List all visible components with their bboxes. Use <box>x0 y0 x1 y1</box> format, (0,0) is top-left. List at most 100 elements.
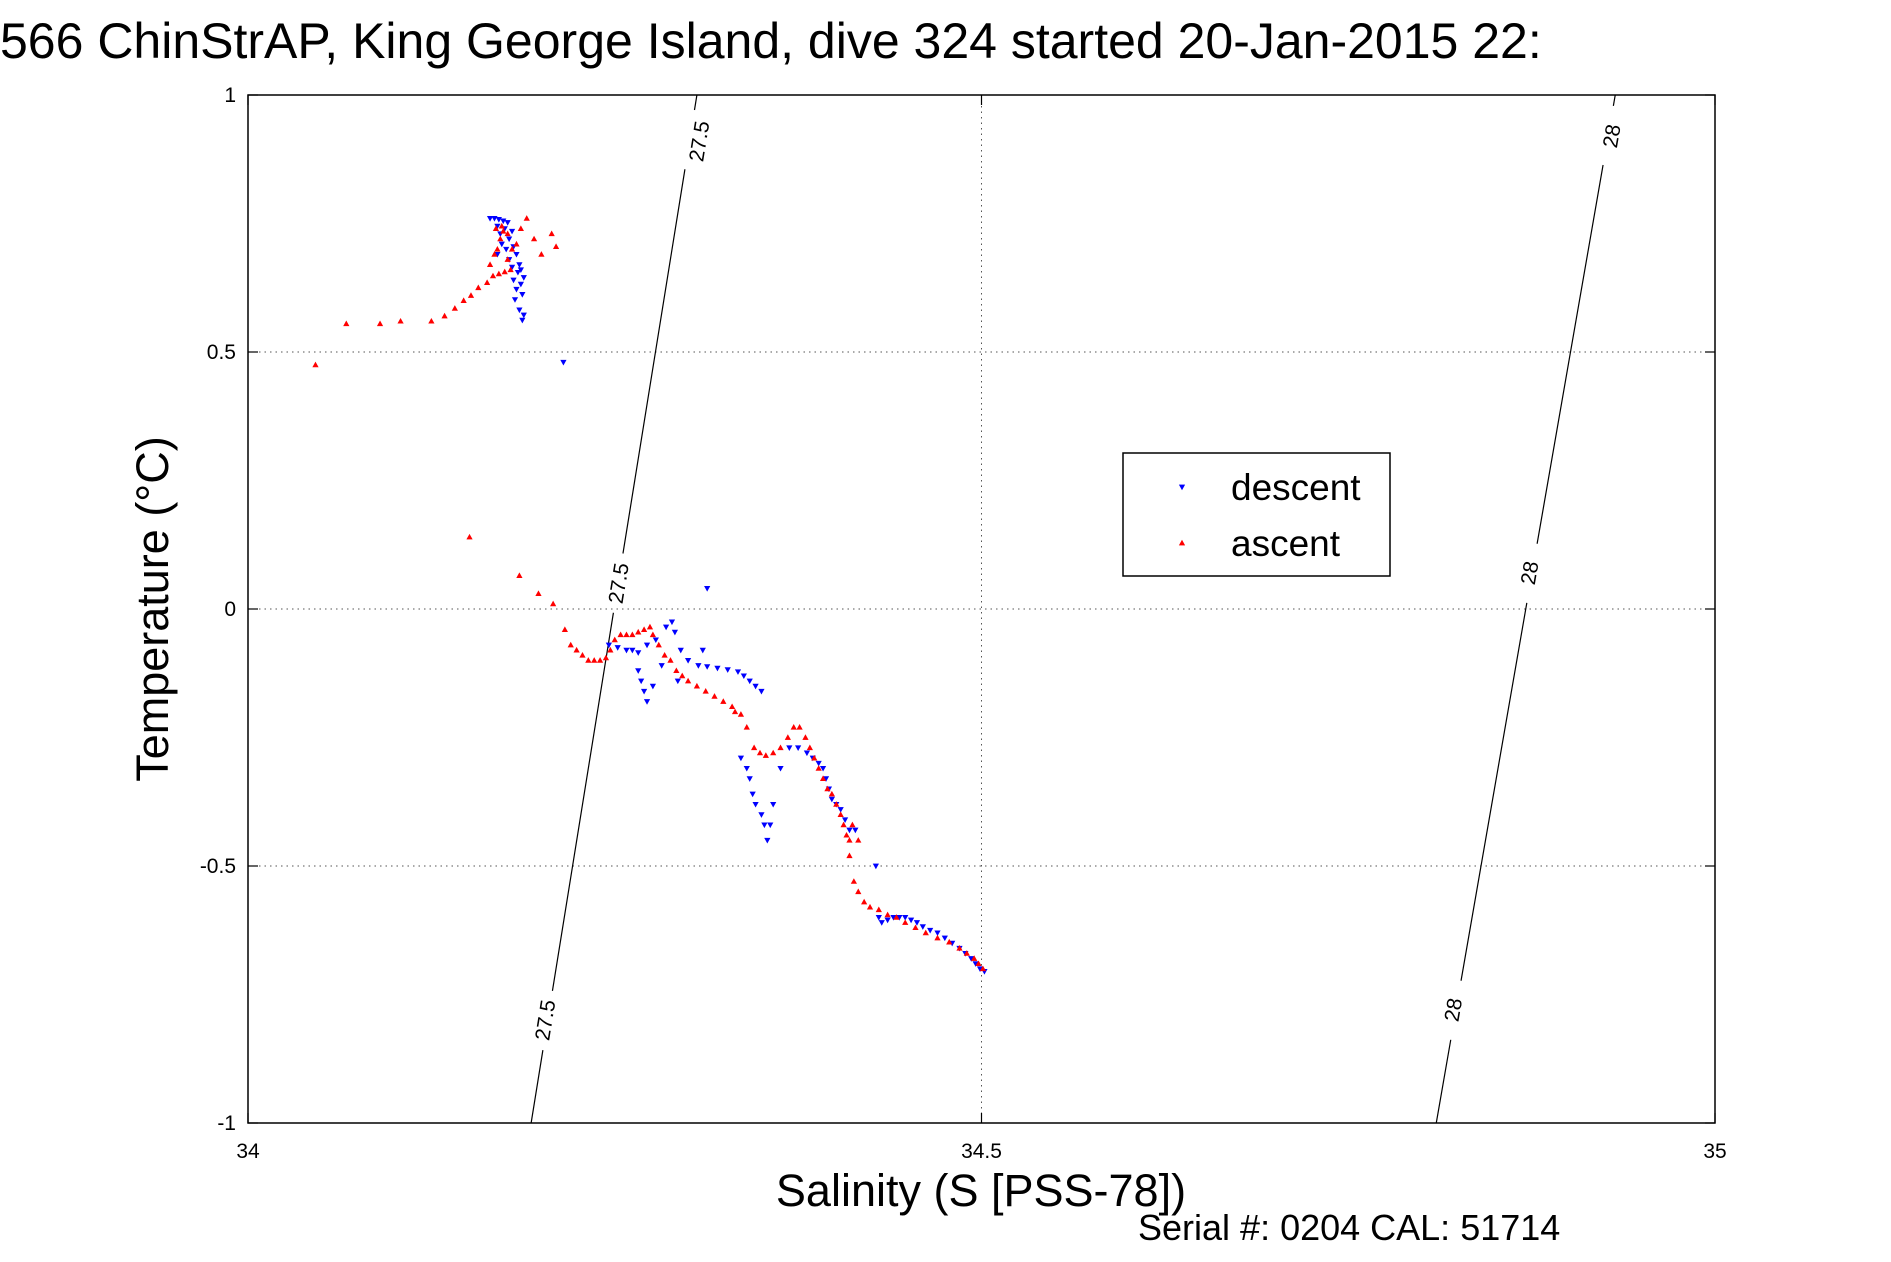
ascent-point <box>902 919 909 925</box>
ascent-point <box>376 320 384 327</box>
descent-point <box>643 642 651 649</box>
ascent-point <box>737 711 745 717</box>
descent-point <box>519 317 526 324</box>
descent-point <box>752 801 759 808</box>
descent-point <box>737 755 745 762</box>
ascent-point <box>467 292 475 298</box>
ascent-point <box>501 268 508 275</box>
ascent-point <box>811 754 818 761</box>
descent-point <box>695 663 702 669</box>
x-tick-label: 34.5 <box>961 1140 1002 1163</box>
ascent-point <box>635 628 642 635</box>
descent-point <box>658 663 665 669</box>
tick-labels: 34 34.5 35 -1 -0.5 0 0.5 1 <box>200 84 1727 1163</box>
ascent-point <box>498 222 505 229</box>
chart-title: 566 ChinStrAP, King George Island, dive … <box>0 13 1542 69</box>
descent-point <box>614 645 621 651</box>
descent-point <box>764 837 771 844</box>
descent-point <box>699 647 706 654</box>
descent-point <box>513 251 520 258</box>
descent-point <box>508 228 516 235</box>
descent-point <box>907 917 915 924</box>
ascent-point <box>507 266 514 273</box>
ascent-point <box>500 227 507 234</box>
ascent-point <box>667 657 674 663</box>
y-tick-label: 1 <box>224 84 236 107</box>
descent-point <box>927 927 934 934</box>
descent-point <box>746 678 753 685</box>
descent-point <box>684 658 692 664</box>
ascent-point <box>815 765 822 771</box>
y-tick-label: -1 <box>217 1112 236 1135</box>
ascent-point <box>819 775 827 782</box>
legend-marker-ascent <box>1178 539 1186 546</box>
ascent-point <box>679 672 686 679</box>
descent-point <box>677 647 684 654</box>
ascent-point <box>912 924 919 931</box>
ascent-point <box>508 245 516 252</box>
x-tick-label: 35 <box>1703 1140 1726 1163</box>
descent-point <box>875 915 882 921</box>
descent-point <box>777 765 784 772</box>
ascent-point <box>460 297 467 303</box>
descent-point <box>491 215 498 222</box>
ascent-point <box>762 752 769 758</box>
ascent-point <box>552 243 560 250</box>
legend: descent ascent <box>1122 452 1391 577</box>
ascent-point <box>428 317 435 324</box>
descent-point <box>752 683 759 690</box>
ascent-point <box>504 256 511 262</box>
ascent-point <box>846 852 853 859</box>
ascent-point <box>640 626 648 632</box>
ascent-point <box>491 251 498 257</box>
ascent-point <box>517 225 524 232</box>
ascent-point <box>475 284 482 291</box>
serial-cal-footer: Serial #: 0204 CAL: 51714 <box>1138 1207 1560 1248</box>
isopycnal-line-28 <box>1536 164 1604 544</box>
contour-label: 28 <box>1441 996 1468 1023</box>
descent-point <box>498 241 505 248</box>
descent-point <box>643 699 651 705</box>
descent-point <box>640 688 648 695</box>
ascent-point <box>484 279 491 285</box>
descent-point <box>514 269 522 276</box>
series-descent <box>486 215 988 975</box>
legend-entries: descent ascent <box>1178 467 1361 564</box>
descent-point <box>520 312 527 319</box>
ascent-point <box>770 749 777 756</box>
y-tick-label: 0 <box>224 598 236 621</box>
ascent-point <box>956 945 963 951</box>
descent-point <box>884 917 891 924</box>
descent-point <box>746 776 753 782</box>
ascent-point <box>646 623 654 630</box>
ascent-point <box>649 631 657 638</box>
descent-point <box>758 812 765 818</box>
descent-point <box>846 827 853 834</box>
ascent-point <box>550 600 557 607</box>
ascent-point <box>861 898 868 905</box>
descent-point <box>638 678 645 685</box>
descent-point <box>841 817 849 823</box>
descent-point <box>662 624 670 631</box>
ascent-point <box>833 801 840 807</box>
descent-point <box>749 791 756 798</box>
ascent-point <box>607 646 614 653</box>
ascent-point <box>492 225 500 232</box>
ascent-point <box>843 831 850 838</box>
ascent-point <box>538 251 545 257</box>
ascent-point <box>343 320 350 327</box>
ascent-point <box>617 631 624 638</box>
ascent-point <box>975 960 982 967</box>
ascent-point <box>495 270 502 277</box>
ascent-point <box>397 317 404 324</box>
descent-point <box>819 765 827 772</box>
descent-point <box>506 236 513 243</box>
descent-point <box>740 673 747 680</box>
ascent-point <box>850 878 857 884</box>
ascent-point <box>846 837 853 843</box>
ascent-point <box>963 950 970 956</box>
descent-point <box>734 669 742 675</box>
